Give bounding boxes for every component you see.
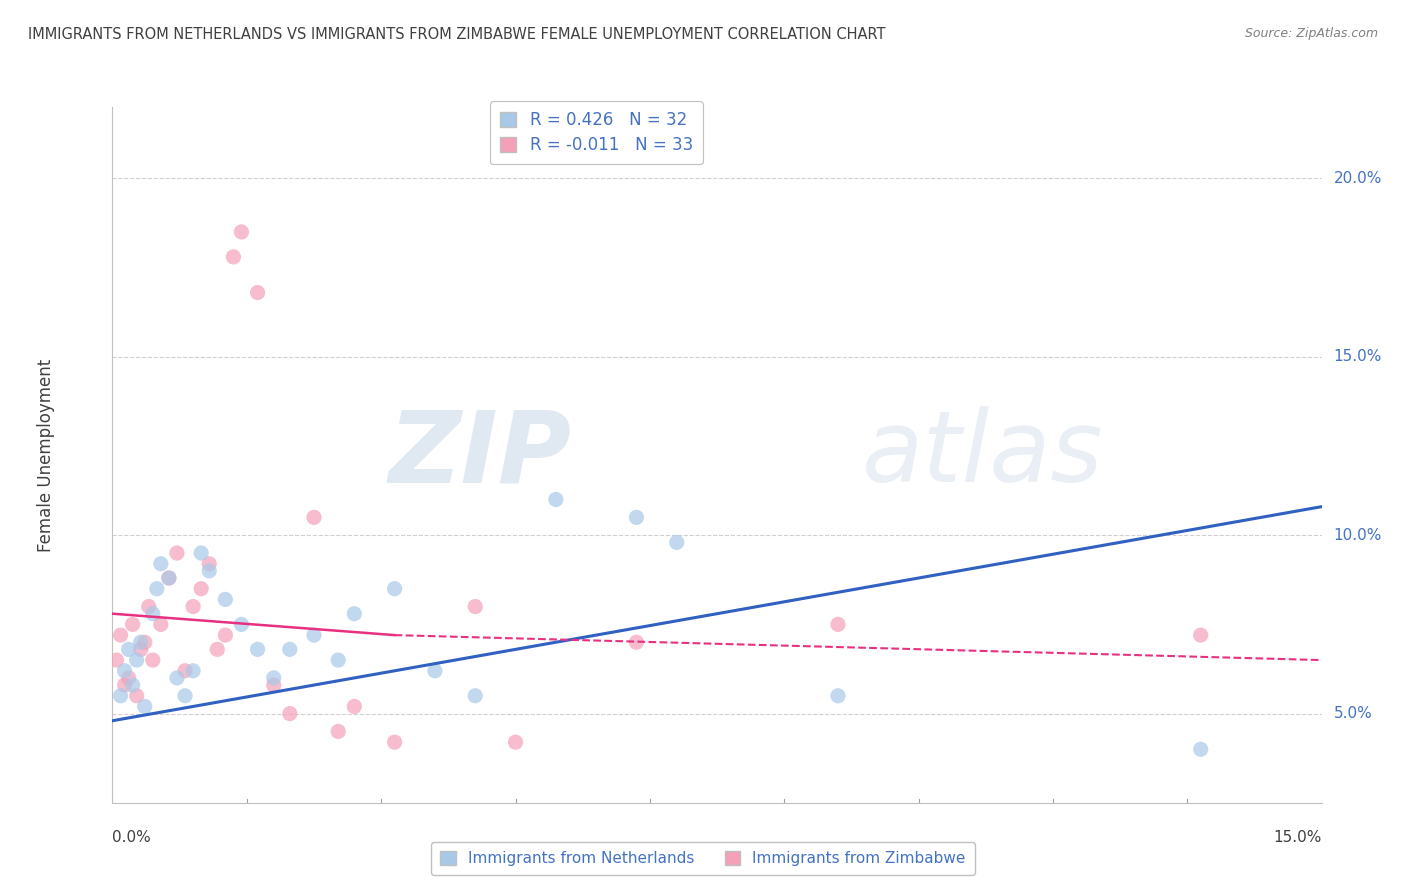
- Point: [198, 557, 221, 571]
- Point: [121, 617, 143, 632]
- Point: [157, 571, 180, 585]
- Point: [214, 592, 236, 607]
- Point: [827, 689, 849, 703]
- Point: [827, 617, 849, 632]
- Point: [181, 599, 204, 614]
- Point: [134, 635, 156, 649]
- Point: [134, 699, 156, 714]
- Point: [302, 628, 325, 642]
- Point: [343, 607, 366, 621]
- Text: Source: ZipAtlas.com: Source: ZipAtlas.com: [1244, 27, 1378, 40]
- Point: [146, 582, 169, 596]
- Point: [114, 678, 136, 692]
- Point: [246, 642, 269, 657]
- Text: 5.0%: 5.0%: [1334, 706, 1372, 721]
- Point: [464, 689, 486, 703]
- Point: [110, 628, 132, 642]
- Point: [328, 724, 350, 739]
- Point: [117, 642, 139, 657]
- Text: IMMIGRANTS FROM NETHERLANDS VS IMMIGRANTS FROM ZIMBABWE FEMALE UNEMPLOYMENT CORR: IMMIGRANTS FROM NETHERLANDS VS IMMIGRANT…: [28, 27, 886, 42]
- Text: ZIP: ZIP: [389, 407, 572, 503]
- Point: [190, 546, 212, 560]
- Point: [214, 628, 236, 642]
- Point: [149, 617, 172, 632]
- Text: 0.0%: 0.0%: [112, 830, 152, 845]
- Point: [544, 492, 567, 507]
- Point: [222, 250, 245, 264]
- Point: [263, 678, 285, 692]
- Text: 10.0%: 10.0%: [1334, 528, 1382, 542]
- Point: [129, 635, 152, 649]
- Point: [166, 671, 188, 685]
- Point: [174, 664, 197, 678]
- Point: [505, 735, 527, 749]
- Point: [198, 564, 221, 578]
- Point: [149, 557, 172, 571]
- Text: atlas: atlas: [862, 407, 1104, 503]
- Point: [246, 285, 269, 300]
- Text: Female Unemployment: Female Unemployment: [37, 359, 55, 551]
- Point: [114, 664, 136, 678]
- Point: [125, 689, 148, 703]
- Point: [142, 653, 165, 667]
- Point: [117, 671, 139, 685]
- Point: [231, 225, 253, 239]
- Point: [105, 653, 128, 667]
- Point: [110, 689, 132, 703]
- Point: [129, 642, 152, 657]
- Point: [278, 706, 301, 721]
- Point: [384, 582, 406, 596]
- Point: [121, 678, 143, 692]
- Point: [343, 699, 366, 714]
- Point: [665, 535, 688, 549]
- Point: [328, 653, 350, 667]
- Point: [384, 735, 406, 749]
- Text: 15.0%: 15.0%: [1334, 350, 1382, 364]
- Point: [181, 664, 204, 678]
- Point: [278, 642, 301, 657]
- Point: [207, 642, 229, 657]
- Point: [138, 599, 160, 614]
- Point: [157, 571, 180, 585]
- Point: [1189, 742, 1212, 756]
- Point: [626, 510, 648, 524]
- Point: [174, 689, 197, 703]
- Point: [190, 582, 212, 596]
- Point: [464, 599, 486, 614]
- Point: [142, 607, 165, 621]
- Legend: Immigrants from Netherlands, Immigrants from Zimbabwe: Immigrants from Netherlands, Immigrants …: [432, 842, 974, 875]
- Point: [263, 671, 285, 685]
- Point: [626, 635, 648, 649]
- Legend: R = 0.426   N = 32, R = -0.011   N = 33: R = 0.426 N = 32, R = -0.011 N = 33: [489, 102, 703, 164]
- Point: [231, 617, 253, 632]
- Point: [1189, 628, 1212, 642]
- Text: 20.0%: 20.0%: [1334, 171, 1382, 186]
- Point: [166, 546, 188, 560]
- Text: 15.0%: 15.0%: [1274, 830, 1322, 845]
- Point: [125, 653, 148, 667]
- Point: [302, 510, 325, 524]
- Point: [423, 664, 446, 678]
